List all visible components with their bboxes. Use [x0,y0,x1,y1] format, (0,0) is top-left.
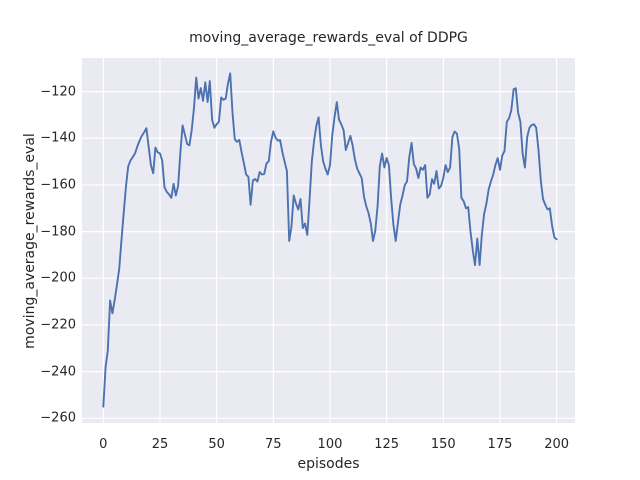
x-tick-label: 25 [151,437,169,452]
x-tick-label: 200 [544,437,570,452]
plot-area [82,58,575,423]
x-tick-label: 175 [487,437,513,452]
x-tick-label: 50 [208,437,225,452]
y-tick-label: −260 [40,410,76,426]
x-tick-label: 0 [99,437,108,452]
y-tick-label: −200 [40,270,76,286]
x-tick-label: 100 [317,437,343,452]
y-axis-label: moving_average_rewards_eval [22,133,38,349]
x-axis-label: episodes [297,456,360,472]
x-tick-label: 125 [374,437,400,452]
y-tick-label: −120 [40,84,76,100]
y-tick-label: −240 [40,364,76,380]
y-tick-label: −140 [40,130,76,146]
x-tick-label: 75 [265,437,282,452]
chart-title: moving_average_rewards_eval of DDPG [189,30,468,46]
y-tick-label: −220 [40,317,76,333]
series-lines [102,72,558,408]
x-tick-label: 150 [430,437,456,452]
y-tick-label: −160 [40,177,76,193]
y-tick-label: −180 [40,224,76,240]
series-line-moving_average_rewards_eval [102,72,558,408]
line-chart-canvas [82,58,575,423]
gridlines [82,58,575,423]
